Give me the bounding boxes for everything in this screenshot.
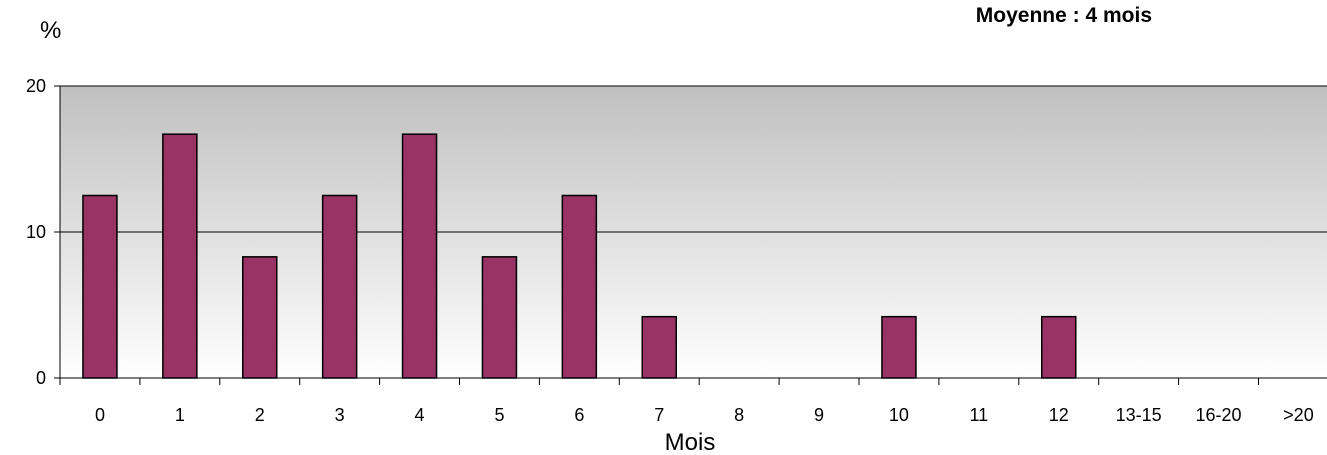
x-tick-label: 7 [654, 405, 664, 425]
x-tick-label: 9 [814, 405, 824, 425]
bar-10 [881, 315, 917, 379]
x-tick-label: 8 [734, 405, 744, 425]
y-ticks: 0 10 20 [26, 76, 60, 388]
x-tick-label: 16-20 [1196, 405, 1242, 425]
x-tick-label: 0 [95, 405, 105, 425]
y-tick-label: 0 [36, 368, 46, 388]
bar-4 [401, 133, 438, 379]
x-tick-label: 5 [494, 405, 504, 425]
bar-0 [82, 194, 118, 379]
bar-3 [321, 194, 358, 379]
x-ticks: 0 1 2 3 4 5 6 7 8 9 10 11 12 13-15 16-20 >20 [59, 378, 1314, 425]
bar-2 [242, 256, 278, 379]
bar-1 [162, 133, 198, 379]
bars [82, 133, 1077, 379]
x-tick-label: 12 [1049, 405, 1069, 425]
bar-7 [641, 315, 677, 379]
y-axis-label: % [40, 17, 61, 44]
x-tick-label: 4 [415, 405, 425, 425]
x-axis-label: Mois [665, 429, 716, 455]
y-tick-label: 20 [26, 76, 46, 96]
x-tick-label: 3 [335, 405, 345, 425]
x-tick-label: 2 [255, 405, 265, 425]
y-tick-label: 10 [26, 222, 46, 242]
bar-6 [561, 194, 598, 379]
x-tick-label: >20 [1283, 405, 1314, 425]
x-tick-label: 13-15 [1116, 405, 1162, 425]
average-annotation: Moyenne : 4 mois [976, 4, 1152, 27]
bar-5 [481, 256, 518, 379]
x-tick-label: 6 [574, 405, 584, 425]
bar-12 [1041, 315, 1077, 379]
x-tick-label: 10 [889, 405, 909, 425]
x-tick-label: 1 [175, 405, 185, 425]
x-tick-label: 11 [970, 405, 989, 425]
gridlines [60, 85, 1327, 233]
